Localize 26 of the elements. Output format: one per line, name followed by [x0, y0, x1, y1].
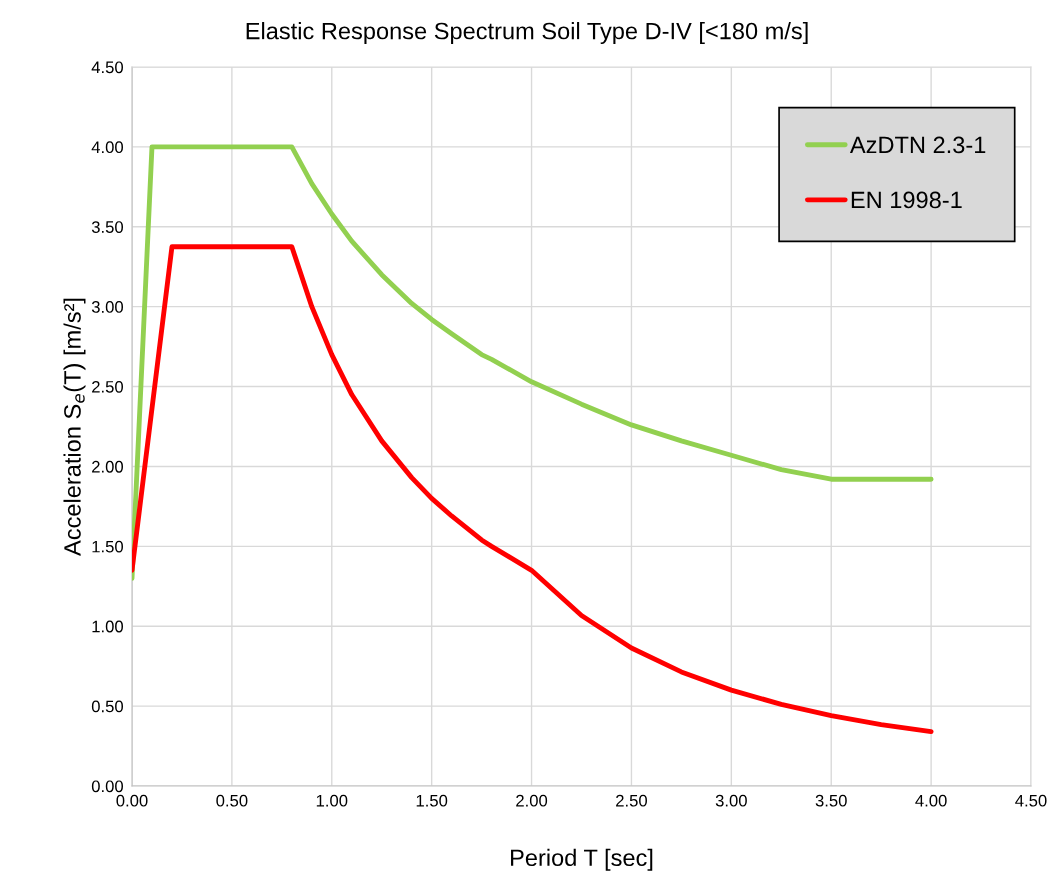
y-tick-label: 2.00	[92, 460, 124, 473]
line-series	[132, 244, 934, 735]
legend-label: EN 1998-1	[851, 191, 962, 209]
x-tick-label: 2.00	[516, 794, 548, 807]
y-tick-label: 1.50	[92, 540, 124, 553]
x-tick-label: 1.00	[316, 794, 348, 807]
x-tick-label: 4.50	[1015, 794, 1047, 807]
y-tick-label: 3.50	[91, 221, 124, 233]
legend-label: AzDTN 2.3-1	[849, 136, 986, 154]
y-tick-label: 2.50	[92, 380, 124, 393]
y-tick-label: 4.50	[91, 61, 124, 74]
x-tick-label: 2.50	[616, 794, 648, 807]
x-tick-label: 4.00	[915, 794, 947, 807]
y-tick-label: 0.50	[91, 700, 124, 713]
y-tick-label: 3.00	[91, 301, 124, 313]
x-axis-title: Period T [sec]	[511, 848, 653, 871]
y-tick-label: 0.00	[91, 780, 124, 793]
y-tick-label: 1.00	[92, 620, 124, 633]
chart-title: Elastic Response Spectrum Soil Type D-IV [<180 m/s]	[246, 22, 808, 45]
x-tick-label: 1.50	[416, 794, 448, 807]
x-tick-label: 0.50	[216, 794, 248, 807]
y-tick-label: 4.00	[91, 141, 124, 154]
x-tick-label: 0.00	[116, 794, 148, 807]
x-tick-label: 3.00	[715, 794, 747, 807]
y-axis-title: Acceleration S$_{e}$(T) [m/s²]	[63, 298, 86, 556]
x-tick-label: 3.50	[815, 794, 847, 807]
